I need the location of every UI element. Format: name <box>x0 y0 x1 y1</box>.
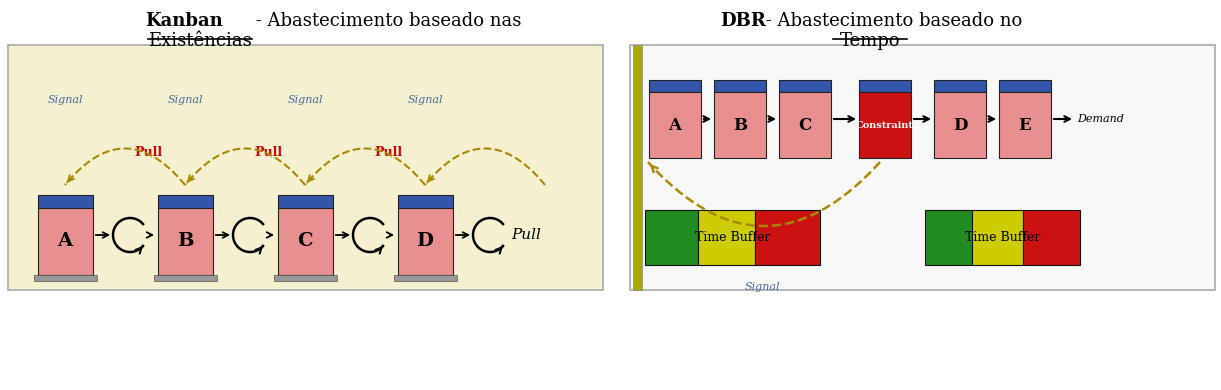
Bar <box>999 92 1051 158</box>
Bar <box>632 45 642 290</box>
Text: Pull: Pull <box>374 145 402 158</box>
Bar <box>274 275 337 281</box>
Bar <box>1023 210 1081 265</box>
Text: - Abastecimento baseado nas: - Abastecimento baseado nas <box>250 12 521 30</box>
Bar <box>756 210 821 265</box>
Bar <box>393 275 457 281</box>
Bar <box>972 210 1023 265</box>
FancyBboxPatch shape <box>9 45 603 290</box>
Bar <box>779 80 832 92</box>
Bar <box>697 210 756 265</box>
Text: Pull: Pull <box>134 145 162 158</box>
Bar <box>38 195 93 208</box>
Bar <box>860 92 911 158</box>
Text: D: D <box>416 232 433 250</box>
Text: Signal: Signal <box>745 282 780 292</box>
FancyBboxPatch shape <box>630 45 1215 290</box>
Bar <box>650 80 701 92</box>
Text: Signal: Signal <box>167 95 203 105</box>
Text: Tempo: Tempo <box>840 32 900 50</box>
Text: Constraint: Constraint <box>856 121 915 129</box>
Bar <box>860 80 911 92</box>
Bar <box>926 210 972 265</box>
Bar <box>714 80 766 92</box>
Text: Time Buffer: Time Buffer <box>695 231 770 244</box>
Bar <box>398 195 453 208</box>
Text: E: E <box>1018 117 1032 133</box>
Bar <box>779 92 832 158</box>
Text: D: D <box>952 117 967 133</box>
Bar <box>277 195 332 208</box>
Bar <box>158 208 212 275</box>
Bar <box>158 195 212 208</box>
Text: A: A <box>57 232 72 250</box>
Text: A: A <box>669 117 681 133</box>
Text: B: B <box>177 232 193 250</box>
Bar <box>33 275 96 281</box>
Text: Signal: Signal <box>287 95 322 105</box>
Bar <box>934 92 987 158</box>
Text: - Abastecimento baseado no: - Abastecimento baseado no <box>759 12 1022 30</box>
Text: DBR: DBR <box>720 12 766 30</box>
Bar <box>650 92 701 158</box>
Bar <box>714 92 766 158</box>
Bar <box>277 208 332 275</box>
Text: Kanban: Kanban <box>145 12 222 30</box>
Bar <box>934 80 987 92</box>
Text: C: C <box>297 232 313 250</box>
Text: B: B <box>733 117 747 133</box>
Text: Signal: Signal <box>48 95 83 105</box>
Text: Time Buffer: Time Buffer <box>965 231 1040 244</box>
Text: C: C <box>799 117 812 133</box>
Text: Signal: Signal <box>408 95 443 105</box>
Text: Pull: Pull <box>512 228 541 242</box>
Text: Pull: Pull <box>254 145 282 158</box>
Bar <box>154 275 216 281</box>
Bar <box>999 80 1051 92</box>
Text: Existências: Existências <box>148 32 252 50</box>
Bar <box>38 208 93 275</box>
Bar <box>645 210 697 265</box>
Bar <box>398 208 453 275</box>
Text: Demand: Demand <box>1077 114 1123 124</box>
